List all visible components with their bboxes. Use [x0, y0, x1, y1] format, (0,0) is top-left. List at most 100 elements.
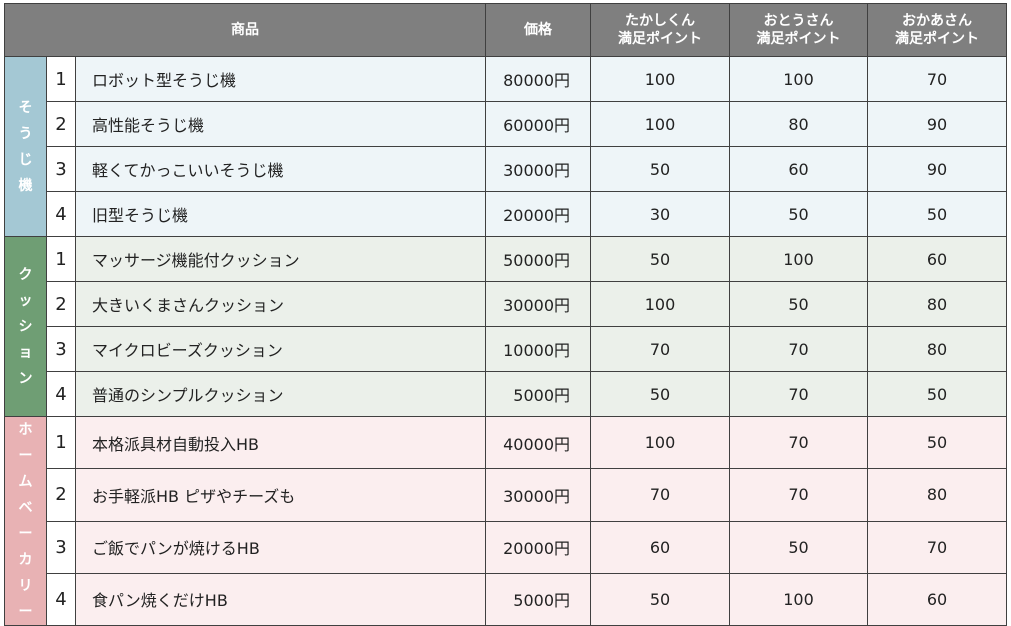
product-name: 大きいくまさんクッション: [74, 281, 487, 327]
header-takashi-line1: たかしくん: [625, 13, 696, 29]
category-label: ホームベーカリー: [18, 422, 33, 620]
takashi-points: 50: [590, 572, 731, 626]
header-price: 価格: [485, 3, 592, 57]
header-mother-line2: 満足ポイント: [895, 31, 980, 47]
table-row: 2 お手軽派HB ピザやチーズも 30000円 70 70 80: [5, 468, 1008, 522]
mother-points: 80: [867, 468, 1008, 522]
product-name: 本格派具材自動投入HB: [74, 415, 487, 470]
row-number: 4: [46, 371, 76, 417]
header-mother-points: おかあさん 満足ポイント: [867, 3, 1008, 57]
father-points: 60: [729, 146, 869, 192]
mother-points: 50: [867, 191, 1008, 237]
product-price: 30000円: [485, 281, 592, 327]
row-number: 3: [46, 326, 76, 372]
header-row: 商品 価格 たかしくん 満足ポイント おとうさん 満足ポイント おかあさん 満足…: [3, 3, 1008, 57]
product-price: 80000円: [485, 56, 592, 102]
product-name: ロボット型そうじ機: [74, 56, 487, 102]
table-row: 3 マイクロビーズクッション 10000円 70 70 80: [5, 326, 1008, 372]
row-number: 1: [46, 415, 76, 470]
row-number: 2: [46, 281, 76, 327]
header-product: 商品: [3, 3, 487, 57]
father-points: 100: [729, 56, 869, 102]
product-price: 10000円: [485, 326, 592, 372]
table-row: そうじ機 1 ロボット型そうじ機 80000円 100 100 70: [4, 56, 1008, 237]
category-cushion: クッション: [4, 236, 47, 417]
header-father-line1: おとうさん: [763, 13, 834, 29]
mother-points: 80: [867, 326, 1008, 372]
product-name: 食パン焼くだけHB: [74, 572, 487, 626]
product-price: 60000円: [485, 101, 592, 147]
product-price: 50000円: [485, 236, 592, 282]
product-price: 30000円: [485, 468, 592, 522]
product-price: 5000円: [485, 572, 592, 626]
category-label: クッション: [18, 266, 33, 387]
takashi-points: 70: [590, 468, 731, 522]
product-price: 30000円: [485, 146, 592, 192]
header-takashi-line2: 満足ポイント: [618, 31, 703, 47]
takashi-points: 50: [590, 371, 731, 417]
row-number: 2: [46, 468, 76, 522]
takashi-points: 50: [590, 146, 731, 192]
table-row: 2 高性能そうじ機 60000円 100 80 90: [5, 101, 1008, 147]
mother-points: 90: [867, 146, 1008, 192]
takashi-points: 30: [590, 191, 731, 237]
product-name: ご飯でパンが焼けるHB: [74, 520, 487, 574]
row-number: 3: [46, 146, 76, 192]
mother-points: 80: [867, 281, 1008, 327]
category-label: そうじ機: [18, 99, 33, 194]
takashi-points: 50: [590, 236, 731, 282]
header-mother-line1: おかあさん: [902, 13, 973, 29]
mother-points: 90: [867, 101, 1008, 147]
product-price: 20000円: [485, 520, 592, 574]
table-row: 4 普通のシンプルクッション 5000円 50 70 50: [5, 371, 1008, 417]
takashi-points: 70: [590, 326, 731, 372]
table-row: 4 旧型そうじ機 20000円 30 50 50: [5, 191, 1008, 237]
mother-points: 70: [867, 520, 1008, 574]
product-name: 軽くてかっこいいそうじ機: [74, 146, 487, 192]
table-row: 2 大きいくまさんクッション 30000円 100 50 80: [5, 281, 1008, 327]
takashi-points: 100: [590, 415, 731, 470]
mother-points: 70: [867, 56, 1008, 102]
row-number: 1: [46, 56, 76, 102]
header-father-points: おとうさん 満足ポイント: [729, 3, 869, 57]
mother-points: 50: [867, 415, 1008, 470]
product-name: マイクロビーズクッション: [74, 326, 487, 372]
takashi-points: 100: [590, 101, 731, 147]
mother-points: 60: [867, 236, 1008, 282]
father-points: 70: [729, 371, 869, 417]
table-row: クッション 1 マッサージ機能付クッション 50000円 50 100 60: [4, 236, 1008, 417]
product-name: 旧型そうじ機: [74, 191, 487, 237]
mother-points: 50: [867, 371, 1008, 417]
table-row: 3 ご飯でパンが焼けるHB 20000円 60 50 70: [5, 520, 1008, 574]
category-soujiki: そうじ機: [4, 56, 47, 237]
table-row: 4 食パン焼くだけHB 5000円 50 100 60: [5, 572, 1008, 626]
father-points: 100: [729, 572, 869, 626]
takashi-points: 60: [590, 520, 731, 574]
row-number: 2: [46, 101, 76, 147]
mother-points: 60: [867, 572, 1008, 626]
header-father-line2: 満足ポイント: [756, 31, 841, 47]
category-homebakery: ホームベーカリー: [4, 416, 47, 626]
product-name: マッサージ機能付クッション: [74, 236, 487, 282]
product-price: 20000円: [485, 191, 592, 237]
father-points: 70: [729, 326, 869, 372]
table-row: ホームベーカリー 1 本格派具材自動投入HB 40000円 100 70 50: [4, 415, 1008, 626]
product-price: 5000円: [485, 371, 592, 417]
product-name: 高性能そうじ機: [74, 101, 487, 147]
father-points: 70: [729, 468, 869, 522]
table-body: そうじ機 1 ロボット型そうじ機 80000円 100 100 70 2 高性能そうじ機 6000…: [4, 56, 1008, 626]
father-points: 100: [729, 236, 869, 282]
father-points: 50: [729, 191, 869, 237]
table-container: 商品 価格 たかしくん 満足ポイント おとうさん 満足ポイント おかあさん 満足…: [3, 3, 1008, 626]
row-number: 1: [46, 236, 76, 282]
table-row: 3 軽くてかっこいいそうじ機 30000円 50 60 90: [5, 146, 1008, 192]
row-number: 4: [46, 191, 76, 237]
product-price: 40000円: [485, 415, 592, 470]
product-satisfaction-table: 商品 価格 たかしくん 満足ポイント おとうさん 満足ポイント おかあさん 満足…: [3, 3, 1008, 626]
father-points: 70: [729, 415, 869, 470]
takashi-points: 100: [590, 56, 731, 102]
product-name: 普通のシンプルクッション: [74, 371, 487, 417]
row-number: 4: [46, 572, 76, 626]
header-takashi-points: たかしくん 満足ポイント: [590, 3, 731, 57]
father-points: 50: [729, 281, 869, 327]
